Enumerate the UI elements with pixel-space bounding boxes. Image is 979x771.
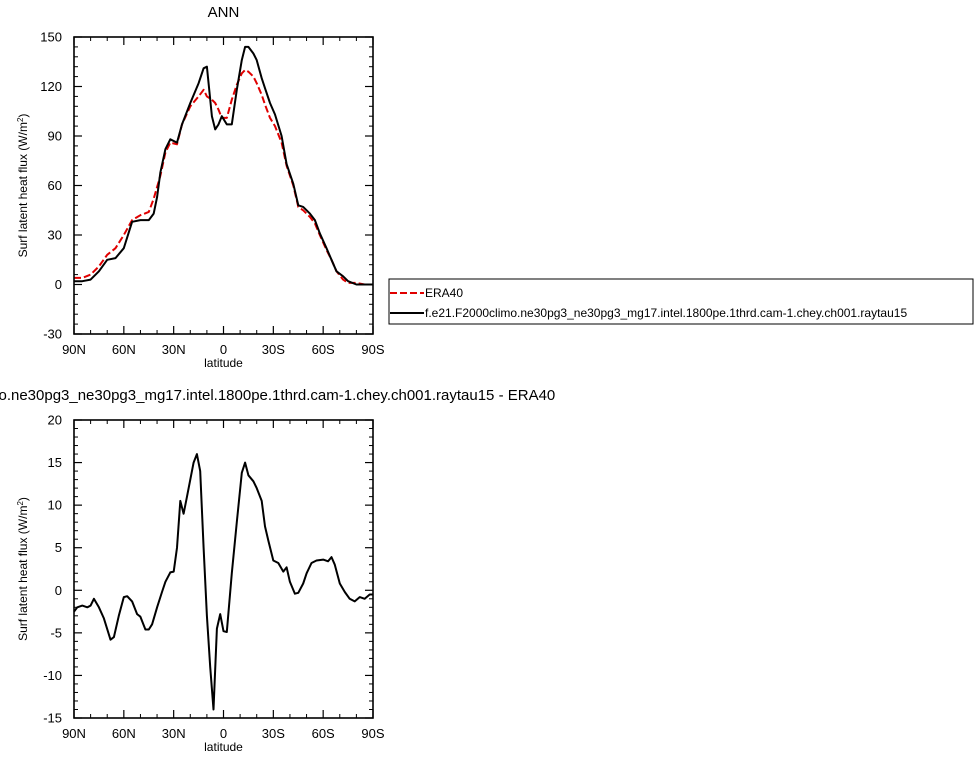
top-ylabel-end: ) [16,114,30,118]
bot-x-tick-label: 30N [162,726,186,741]
bottom-plot-area [73,453,373,711]
bottom-ticks: -15 -10 -5 0 5 10 15 20 90N 60N 30N 0 30S 60S 90S [43,413,385,742]
bottom-ylabel-sup: 2 [16,501,25,506]
top-y-tick-label: 150 [40,30,62,45]
legend-box [388,278,974,325]
top-x-tick-label: 90N [62,342,86,357]
bottom-ylabel-end: ) [16,497,30,501]
top-y-tick-label: 0 [55,277,62,292]
bottom-ylabel-main: Surf latent heat flux (W/m [16,506,30,641]
bot-y-tick-label: 0 [55,583,62,598]
top-ylabel-sup: 2 [16,117,25,122]
bot-x-tick-label: 90N [62,726,86,741]
top-y-tick-label: 30 [48,228,62,243]
top-ticks: -30 0 30 60 90 120 150 90N 60N 30N 0 30S 60S 90S [40,30,385,358]
top-series-line-1 [74,45,373,286]
legend: ERA40 f.e21.F2000climo.ne30pg3_ne30pg3_m… [388,278,974,325]
bot-x-tick-label: 90S [361,726,384,741]
top-x-tick-label: 30N [162,342,186,357]
legend-label-model: f.e21.F2000climo.ne30pg3_ne30pg3_mg17.in… [425,306,907,320]
bot-y-tick-label: 5 [55,540,62,555]
top-y-axis-label: Surf latent heat flux (W/m2) [16,114,30,258]
bot-y-tick-label: -15 [43,711,62,726]
legend-label-era40: ERA40 [425,286,463,300]
top-plot-area [74,45,373,286]
bot-x-tick-label: 60S [312,726,335,741]
top-y-tick-label: 120 [40,79,62,94]
bot-y-tick-label: 15 [48,455,62,470]
top-chart-title: ANN [208,4,240,21]
top-plot-frame [73,36,374,335]
top-y-tick-label: 90 [48,129,62,144]
bot-y-tick-label: 20 [48,413,62,428]
top-x-tick-label: 90S [361,342,384,357]
bot-y-tick-label: -10 [43,668,62,683]
top-x-axis-label: latitude [204,356,243,370]
top-y-tick-label: -30 [43,327,62,342]
top-y-tick-label: 60 [48,178,62,193]
bottom-chart-title: f.e21.F2000climo.ne30pg3_ne30pg3_mg17.in… [0,387,555,404]
bot-y-tick-label: 10 [48,498,62,513]
bot-series-line-0 [73,453,373,711]
top-x-tick-label: 60S [312,342,335,357]
top-x-tick-label: 30S [262,342,285,357]
top-x-tick-label: 60N [112,342,136,357]
bottom-x-axis-label: latitude [204,740,243,754]
top-ylabel-main: Surf latent heat flux (W/m [16,122,30,257]
bot-y-tick-label: -5 [50,625,62,640]
bottom-panel: f.e21.F2000climo.ne30pg3_ne30pg3_mg17.in… [0,387,555,754]
bot-x-tick-label: 0 [220,726,227,741]
bottom-y-axis-label: Surf latent heat flux (W/m2) [16,497,30,641]
bot-x-tick-label: 60N [112,726,136,741]
bottom-plot-frame [73,419,374,719]
bot-x-tick-label: 30S [262,726,285,741]
top-x-tick-label: 0 [220,342,227,357]
